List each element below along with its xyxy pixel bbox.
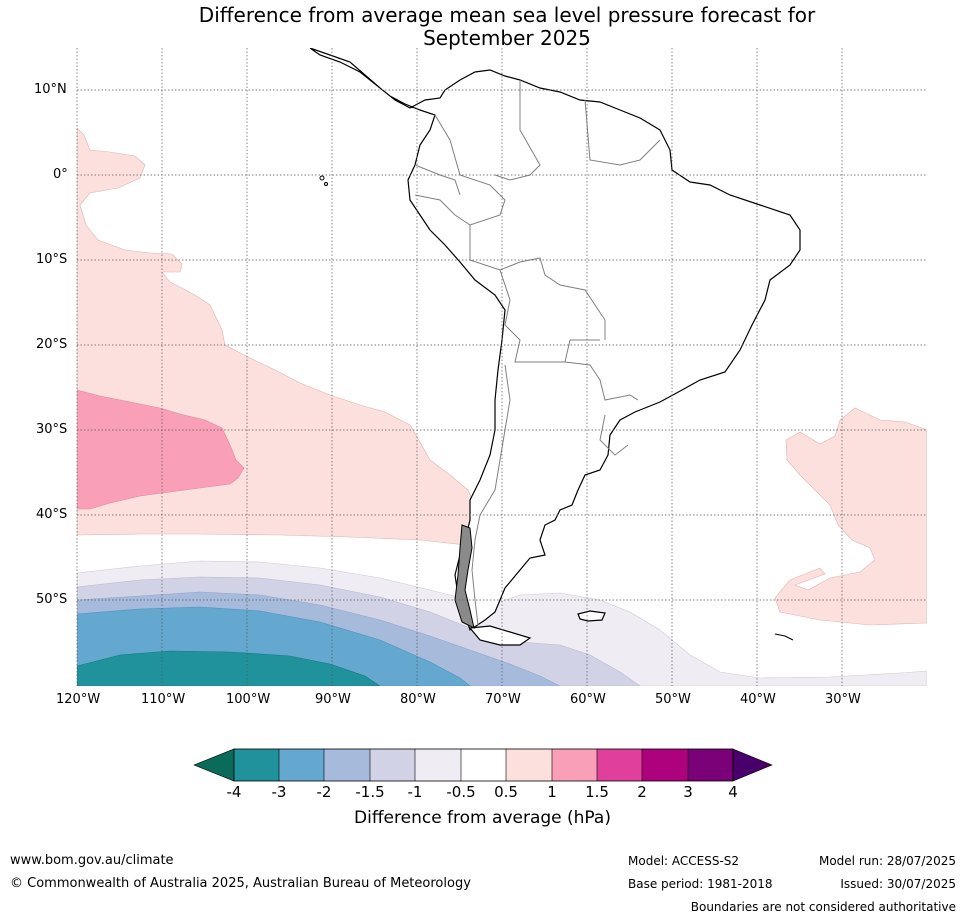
colorbar-tick: 4 bbox=[728, 783, 738, 801]
falkland-islands bbox=[577, 610, 606, 622]
landmass bbox=[309, 48, 801, 646]
footer-disclaimer: Boundaries are not considered authoritat… bbox=[690, 900, 956, 914]
lon-label-30w: 30°W bbox=[825, 692, 861, 707]
south-georgia bbox=[774, 633, 794, 641]
colorbar-tick: 3 bbox=[683, 783, 693, 801]
colorbar-tick: -2 bbox=[316, 783, 332, 801]
colorbar-extend-max bbox=[732, 748, 773, 782]
map-title: Difference from average mean sea level p… bbox=[0, 4, 965, 50]
colorbar-seg-1 bbox=[234, 749, 279, 781]
lon-label-120w: 120°W bbox=[56, 692, 101, 707]
lat-label-30s: 30°S bbox=[36, 422, 68, 437]
border-colombia bbox=[414, 114, 506, 226]
tierra-del-fuego bbox=[468, 625, 532, 646]
lon-label-70w: 70°W bbox=[485, 692, 521, 707]
country-borders bbox=[414, 80, 661, 626]
colorbar-tick: 1 bbox=[547, 783, 557, 801]
border-venezuela bbox=[494, 80, 541, 181]
lon-label-80w: 80°W bbox=[400, 692, 436, 707]
lat-label-20s: 20°S bbox=[36, 337, 68, 352]
border-argentina-chile bbox=[471, 364, 511, 626]
border-guianas bbox=[584, 99, 661, 166]
colorbar-tick: 2 bbox=[637, 783, 647, 801]
colorbar-seg-6 bbox=[461, 749, 506, 781]
colorbar-tick: -3 bbox=[271, 783, 287, 801]
colorbar-seg-11 bbox=[688, 749, 733, 781]
colorbar-title: Difference from average (hPa) bbox=[354, 808, 611, 828]
galapagos-islands bbox=[319, 175, 325, 181]
title-line-2: September 2025 bbox=[423, 26, 591, 50]
footer-base-period: Base period: 1981-2018 bbox=[628, 877, 773, 891]
title-line-1: Difference from average mean sea level p… bbox=[198, 3, 816, 27]
footer-copyright: © Commonwealth of Australia 2025, Austra… bbox=[10, 876, 471, 891]
colorbar-dividers bbox=[278, 749, 689, 781]
colorbar-tick: -0.5 bbox=[446, 783, 476, 801]
lat-label-50s: 50°S bbox=[36, 592, 68, 607]
lon-label-100w: 100°W bbox=[226, 692, 271, 707]
border-ecuador bbox=[414, 164, 461, 196]
border-uruguay bbox=[599, 414, 629, 456]
footer-website-link[interactable]: www.bom.gov.au/climate bbox=[10, 853, 174, 868]
colorbar-seg-8 bbox=[552, 749, 597, 781]
positive-anomaly-atlantic bbox=[774, 407, 927, 626]
colorbar-seg-3 bbox=[324, 749, 370, 781]
lon-label-40w: 40°W bbox=[740, 692, 776, 707]
colorbar-tick: -4 bbox=[226, 783, 242, 801]
footer-issued: Issued: 30/07/2025 bbox=[840, 877, 956, 891]
footer-model: Model: ACCESS-S2 bbox=[628, 854, 740, 868]
lon-label-50w: 50°W bbox=[655, 692, 691, 707]
colorbar-seg-7 bbox=[506, 749, 552, 781]
colorbar bbox=[193, 748, 773, 782]
anomaly-contours bbox=[77, 127, 927, 686]
lon-label-110w: 110°W bbox=[141, 692, 186, 707]
higher-anomaly-pacific bbox=[77, 389, 245, 510]
colorbar-seg-5 bbox=[415, 749, 461, 781]
lon-label-60w: 60°W bbox=[570, 692, 606, 707]
colorbar-extend-min bbox=[193, 748, 235, 782]
colorbar-seg-2 bbox=[279, 749, 324, 781]
galapagos-islands-2 bbox=[324, 182, 328, 186]
south-america-land bbox=[309, 48, 801, 631]
negative-band-minus3 bbox=[77, 650, 381, 686]
colorbar-tick: 0.5 bbox=[494, 783, 518, 801]
footer-model-run: Model run: 28/07/2025 bbox=[818, 854, 956, 868]
chilean-archipelago bbox=[454, 524, 475, 629]
colorbar-tick: -1.5 bbox=[355, 783, 385, 801]
border-bolivia bbox=[499, 269, 600, 363]
colorbar-seg-9 bbox=[597, 749, 642, 781]
lon-label-90w: 90°W bbox=[315, 692, 351, 707]
colorbar-seg-10 bbox=[642, 749, 688, 781]
graticule bbox=[76, 48, 927, 686]
lat-label-10n: 10°N bbox=[34, 82, 67, 97]
lat-label-40s: 40°S bbox=[36, 507, 68, 522]
border-peru-brazil bbox=[469, 225, 606, 340]
colorbar-outline bbox=[233, 748, 734, 782]
lat-label-0: 0° bbox=[53, 167, 68, 182]
colorbar-tick: 1.5 bbox=[585, 783, 609, 801]
border-paraguay bbox=[564, 361, 639, 401]
colorbar-seg-4 bbox=[370, 749, 415, 781]
lat-label-10s: 10°S bbox=[36, 252, 68, 267]
colorbar-tick: -1 bbox=[407, 783, 423, 801]
